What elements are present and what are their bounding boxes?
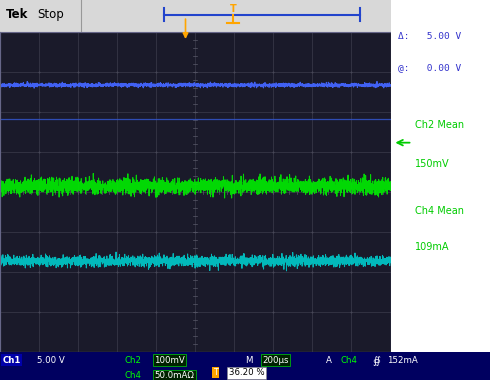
Text: Ch4 Mean: Ch4 Mean bbox=[416, 206, 465, 216]
Text: Tek: Tek bbox=[6, 8, 28, 21]
Text: Ch2 Mean: Ch2 Mean bbox=[416, 120, 465, 130]
Text: Ch2: Ch2 bbox=[125, 356, 142, 364]
Text: @:   0.00 V: @: 0.00 V bbox=[398, 63, 462, 73]
Text: Stop: Stop bbox=[37, 8, 64, 21]
Text: T: T bbox=[213, 368, 218, 377]
Text: 152mA: 152mA bbox=[387, 356, 418, 364]
Text: Ch4: Ch4 bbox=[341, 356, 358, 364]
Text: Ch1: Ch1 bbox=[2, 356, 21, 364]
Text: M: M bbox=[245, 356, 252, 364]
Text: 5.00 V: 5.00 V bbox=[37, 356, 65, 364]
Text: 36.20 %: 36.20 % bbox=[229, 368, 265, 377]
Text: 150mV: 150mV bbox=[416, 159, 450, 169]
Text: T: T bbox=[229, 3, 236, 14]
Text: 100mV: 100mV bbox=[154, 356, 185, 364]
Text: A: A bbox=[326, 356, 332, 364]
Text: 50.0mAΩ: 50.0mAΩ bbox=[154, 371, 194, 380]
Text: Δ:   5.00 V: Δ: 5.00 V bbox=[398, 32, 462, 41]
Text: 109mA: 109mA bbox=[416, 242, 450, 252]
Text: ∯: ∯ bbox=[372, 356, 380, 366]
Text: 200μs: 200μs bbox=[262, 356, 289, 364]
Text: Ch4: Ch4 bbox=[125, 371, 142, 380]
